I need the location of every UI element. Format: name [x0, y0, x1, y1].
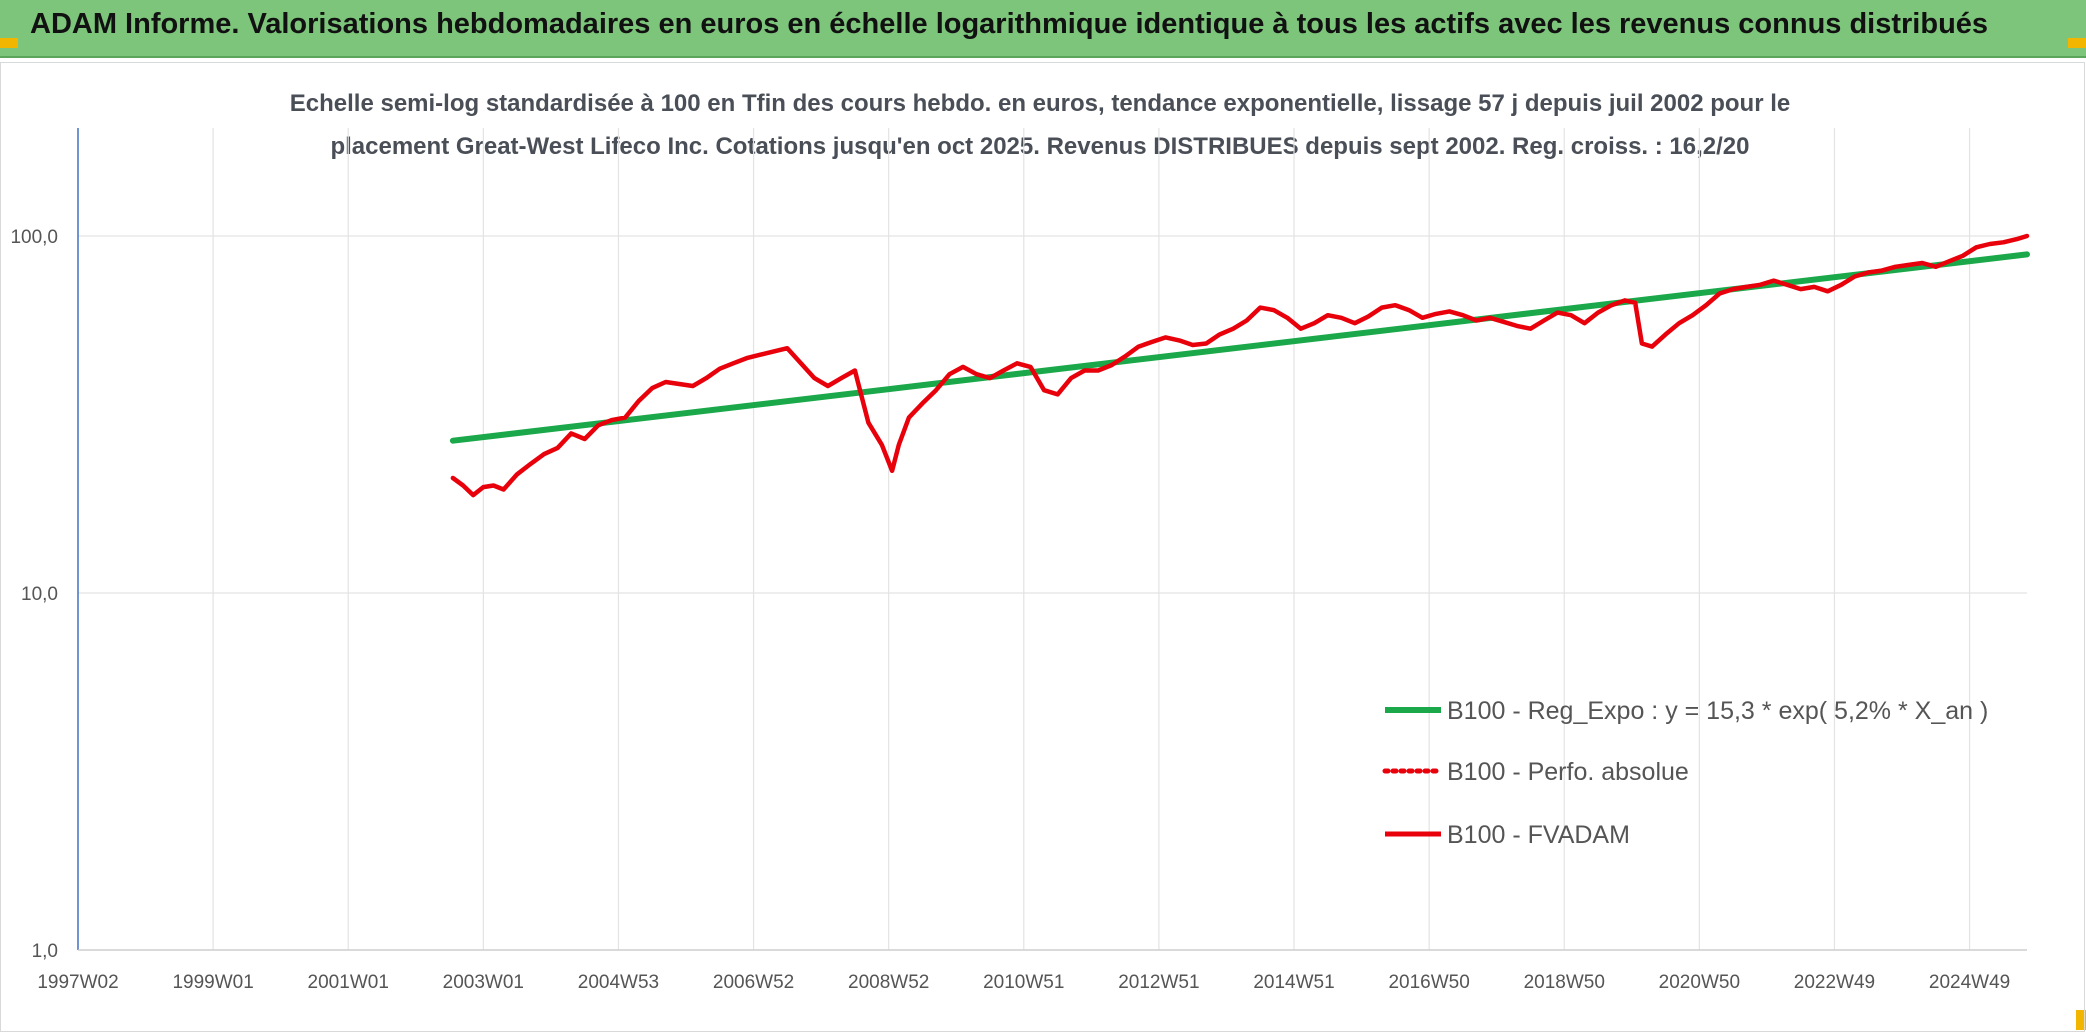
x-tick-label: 1999W01 [172, 972, 253, 993]
y-tick-label: 1,0 [32, 941, 58, 962]
corner-marker-bottom-right [2076, 1010, 2086, 1030]
x-tick-label: 2020W50 [1659, 972, 1740, 993]
x-tick-label: 2010W51 [983, 972, 1064, 993]
x-tick-label: 2018W50 [1524, 972, 1605, 993]
x-tick-label: 2008W52 [848, 972, 929, 993]
y-tick-label: 100,0 [10, 227, 58, 248]
legend-label: B100 - Perfo. absolue [1447, 758, 1689, 786]
chart-frame [0, 62, 2085, 1032]
x-tick-label: 1997W02 [37, 972, 118, 993]
chart-title-line-2: placement Great-West Lifeco Inc. Cotatio… [330, 133, 1750, 160]
x-tick-label: 2001W01 [308, 972, 389, 993]
x-tick-label: 2006W52 [713, 972, 794, 993]
legend-label: B100 - Reg_Expo : y = 15,3 * exp( 5,2% *… [1447, 697, 1988, 725]
report-header: ADAM Informe. Valorisations hebdomadaire… [0, 0, 2086, 58]
fvadam-line [450, 233, 2030, 498]
regression-trend-line [449, 251, 2030, 444]
legend-label: B100 - FVADAM [1447, 821, 1630, 849]
x-tick-label: 2014W51 [1253, 972, 1334, 993]
x-tick-label: 2004W53 [578, 972, 659, 993]
corner-marker-left [0, 38, 18, 48]
x-tick-label: 2022W49 [1794, 972, 1875, 993]
chart-title-line-1: Echelle semi-log standardisée à 100 en T… [289, 90, 1791, 117]
x-tick-label: 2012W51 [1118, 972, 1199, 993]
x-tick-label: 2024W49 [1929, 972, 2010, 993]
report-title: ADAM Informe. Valorisations hebdomadaire… [30, 8, 1989, 40]
y-tick-label: 10,0 [21, 584, 58, 605]
x-tick-label: 2016W50 [1388, 972, 1469, 993]
x-tick-label: 2003W01 [443, 972, 524, 993]
corner-marker-right [2068, 38, 2086, 48]
